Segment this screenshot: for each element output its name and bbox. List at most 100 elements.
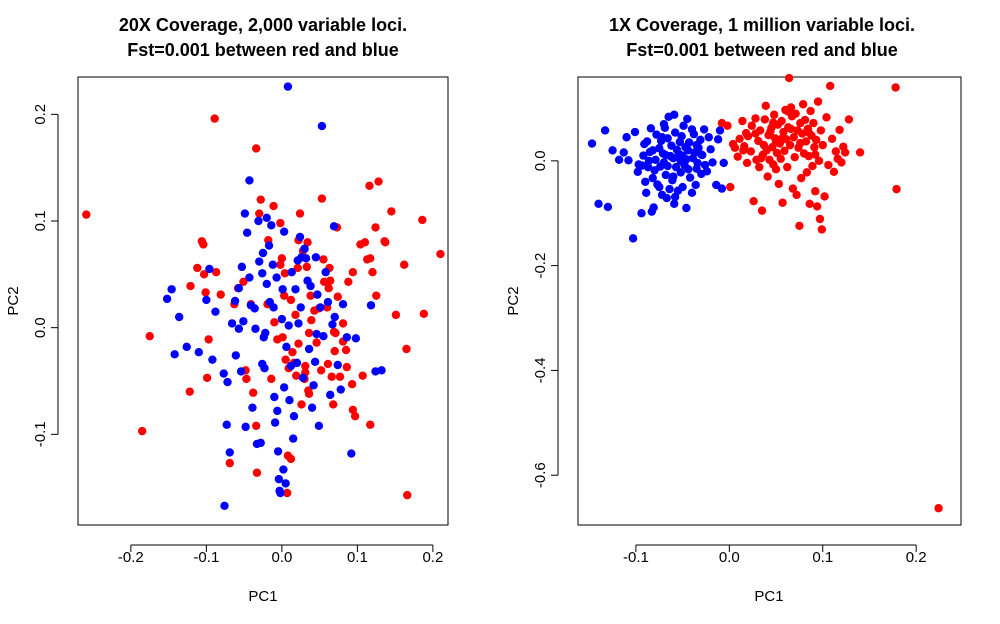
right-red-point [739, 146, 748, 155]
right-blue-point [649, 203, 658, 212]
right-blue-point [704, 133, 713, 142]
left-blue-point [289, 412, 299, 421]
right-red-point [761, 101, 770, 111]
right-blue-point [687, 188, 697, 197]
left-blue-point [231, 351, 241, 360]
left-red-point [341, 345, 351, 355]
left-blue-point [237, 262, 247, 272]
right-blue-point [717, 184, 727, 193]
left-red-point [342, 362, 352, 372]
right-red-point [795, 221, 804, 231]
left-red-point [252, 144, 261, 153]
left-red-point [239, 277, 248, 286]
right-blue-point [594, 199, 603, 209]
right-red-point [751, 114, 760, 123]
left-y-tick-label: -0.1 [32, 421, 49, 447]
right-red-point [791, 109, 800, 118]
left-blue-point [291, 285, 300, 294]
right-red-point [790, 152, 799, 162]
left-red-point [347, 380, 357, 389]
left-blue-point [347, 449, 356, 458]
right-blue-point [614, 155, 624, 164]
right-blue-point [651, 155, 660, 164]
right-blue-point [641, 177, 650, 186]
left-red-point [204, 335, 213, 344]
left-plot-frame [77, 76, 449, 526]
left-blue-point [270, 418, 280, 427]
right-points [587, 73, 943, 513]
left-blue-point [219, 369, 228, 378]
right-red-point [820, 192, 829, 201]
left-red-point [282, 488, 292, 498]
left-blue-point [274, 474, 284, 484]
left-blue-point [242, 228, 252, 237]
right-blue-point [678, 182, 687, 192]
right-y-axis-label: PC2 [505, 286, 522, 315]
left-blue-point [273, 406, 282, 416]
right-red-point [760, 115, 770, 124]
right-blue-point [708, 158, 717, 167]
right-blue-point [713, 135, 723, 144]
right-blue-point [628, 234, 638, 243]
left-x-tick-label: -0.1 [193, 549, 219, 566]
right-blue-point [661, 150, 671, 160]
left-red-point [276, 218, 285, 228]
left-blue-point [300, 244, 309, 253]
left-blue-point [342, 333, 352, 342]
left-blue-point [285, 396, 294, 405]
left-blue-point [293, 256, 302, 265]
right-red-point [780, 146, 789, 156]
left-blue-point [241, 422, 250, 432]
right-blue-point [715, 126, 725, 135]
left-red-point [306, 291, 315, 300]
left-red-point [199, 240, 208, 249]
left-red-point [304, 389, 314, 398]
left-blue-point [236, 367, 246, 376]
left-red-point [278, 333, 287, 342]
right-blue-point [682, 203, 691, 213]
right-red-point [800, 115, 810, 125]
right-red-point [816, 126, 826, 135]
right-plot-title-line1: 1X Coverage, 1 million variable loci. [609, 15, 915, 35]
left-blue-point [251, 324, 260, 333]
left-blue-point [262, 279, 271, 289]
left-red-point [327, 372, 336, 381]
left-blue-point [254, 216, 263, 226]
left-red-point [323, 359, 333, 369]
left-blue-point [326, 390, 335, 400]
right-blue-point [670, 199, 679, 209]
left-red-point [280, 269, 290, 278]
left-red-point [288, 348, 297, 357]
left-red-point [319, 255, 328, 264]
left-blue-point [202, 295, 211, 305]
right-blue-point [646, 124, 656, 133]
right-red-point [934, 504, 943, 513]
right-blue-point [648, 146, 657, 155]
right-red-point [776, 154, 785, 163]
left-blue-point [261, 328, 270, 338]
left-red-point [324, 284, 333, 293]
right-red-point [769, 110, 779, 119]
right-red-point [824, 160, 833, 170]
left-red-point [291, 310, 300, 320]
right-red-point [788, 184, 798, 193]
right-red-point [806, 106, 815, 116]
left-blue-point [230, 296, 240, 306]
right-red-point [771, 165, 781, 174]
right-axes: -0.1 0.0 0.1 0.2 -0.6 -0.4 -0.2 0.0 [532, 150, 927, 566]
right-red-point [808, 161, 817, 171]
right-y-tick-label: -0.4 [532, 357, 549, 383]
left-plot-title-line2: Fst=0.001 between red and blue [127, 40, 399, 60]
left-red-point [267, 374, 276, 384]
left-blue-point [276, 488, 285, 498]
left-blue-point [330, 312, 339, 322]
left-red-point [348, 405, 358, 414]
right-blue-point [644, 156, 654, 166]
left-red-point [419, 309, 429, 318]
left-red-point [137, 426, 147, 436]
right-red-point [789, 133, 798, 142]
left-blue-point [377, 366, 386, 375]
right-x-tick-label: 0.0 [719, 549, 740, 566]
left-red-point [302, 262, 311, 272]
